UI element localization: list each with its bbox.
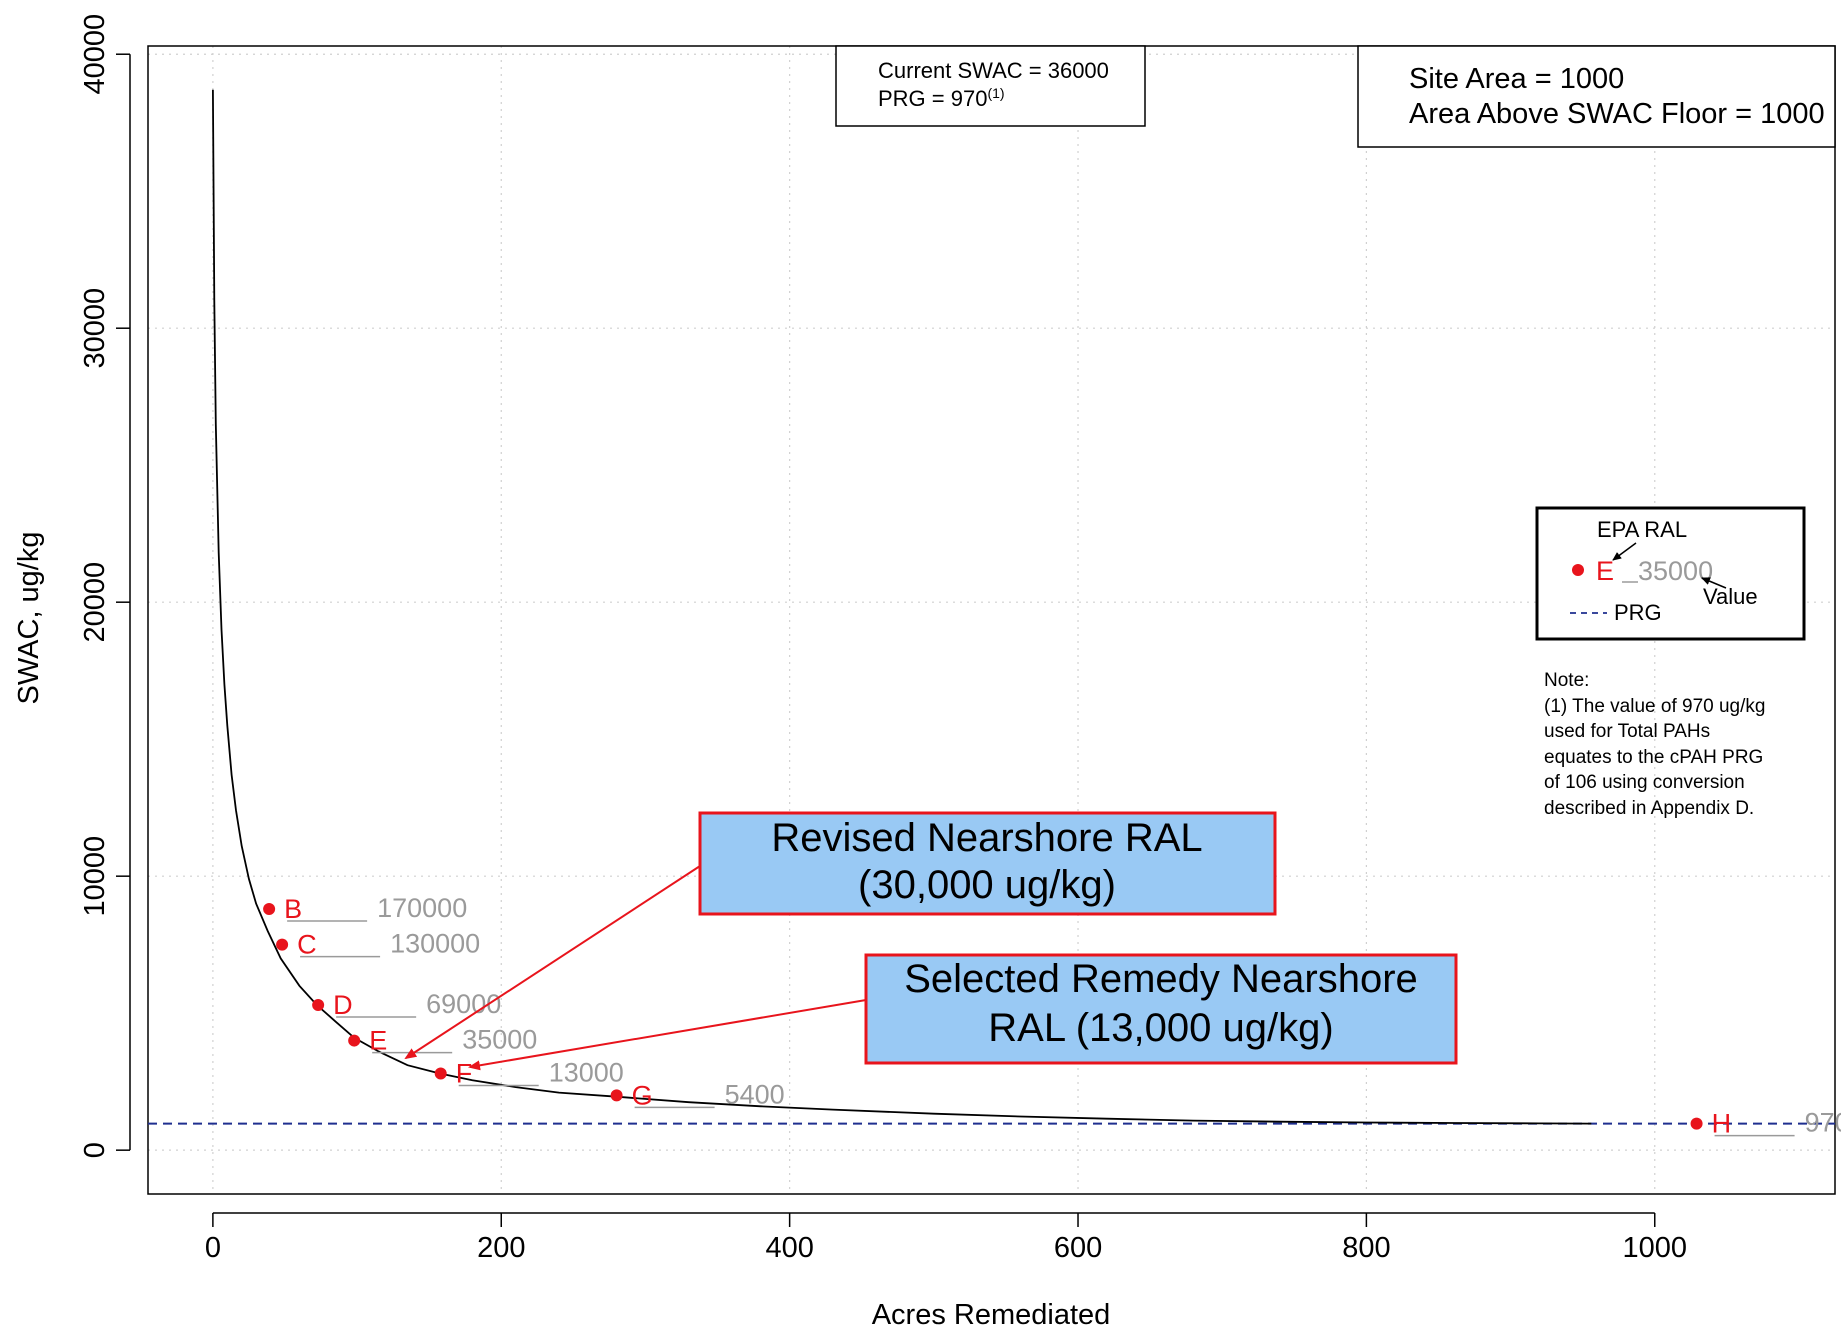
- legend-prg-label: PRG: [1614, 600, 1662, 625]
- point-value: 130000: [390, 929, 480, 959]
- legend-point-marker: [1572, 564, 1584, 576]
- note-line: equates to the cPAH PRG: [1544, 747, 1763, 768]
- note-line: of 106 using conversion: [1544, 772, 1745, 793]
- note: Note: (1) The value of 970 ug/kg used fo…: [1544, 670, 1765, 819]
- site-area-box: Site Area = 1000 Area Above SWAC Floor =…: [1357, 45, 1836, 148]
- legend-letter: E: [1596, 556, 1614, 586]
- x-tick-label: 600: [1054, 1232, 1102, 1264]
- selected-ral-callout-line2: RAL (13,000 ug/kg): [988, 1006, 1333, 1050]
- point-value: 5400: [725, 1079, 785, 1109]
- prg-value-text: PRG = 970(1): [878, 85, 1005, 111]
- point-label: G: [632, 1080, 653, 1110]
- selected-ral-arrow: [468, 999, 867, 1071]
- swac-curve: [212, 89, 1592, 1125]
- y-axis-title: SWAC, ug/kg: [13, 532, 45, 705]
- point-label: E: [369, 1026, 387, 1056]
- revised-ral-callout-box: [698, 811, 1277, 916]
- prg-footnote-mark: (1): [987, 85, 1004, 101]
- x-tick-label: 400: [765, 1232, 813, 1264]
- y-tick-label: 10000: [79, 836, 111, 917]
- revised-ral-callout-line1: Revised Nearshore RAL: [771, 816, 1202, 860]
- legend-ral-label: EPA RAL: [1597, 517, 1687, 542]
- x-axis-title: Acres Remediated: [872, 1299, 1111, 1330]
- site-area-frame: [1357, 45, 1836, 148]
- revised-ral-callout-line2: (30,000 ug/kg): [858, 863, 1116, 907]
- info-box-frame: [835, 45, 1146, 127]
- point-value: 13000: [549, 1057, 624, 1087]
- data-point-d: [312, 998, 325, 1011]
- y-tick-label: 20000: [79, 562, 111, 643]
- legend-ral-arrow: [1612, 542, 1637, 561]
- point-value: 970: [1805, 1108, 1841, 1138]
- point-label: H: [1712, 1109, 1732, 1139]
- info-box: Current SWAC = 36000 PRG = 970(1): [835, 45, 1146, 127]
- data-point-f: [434, 1067, 447, 1080]
- legend-value: 35000: [1638, 556, 1713, 586]
- data-point-e: [348, 1034, 361, 1047]
- point-label: F: [456, 1058, 473, 1088]
- data-point-b: [263, 903, 276, 916]
- curve-layer: [212, 89, 1592, 1125]
- area-above-floor-text: Area Above SWAC Floor = 1000: [1409, 98, 1825, 130]
- point-label: B: [284, 894, 302, 924]
- legend-value-arrow: [1701, 577, 1727, 589]
- point-value: 170000: [377, 893, 467, 923]
- site-area-text: Site Area = 1000: [1409, 63, 1624, 95]
- note-line: used for Total PAHs: [1544, 721, 1710, 742]
- y-tick-label: 40000: [79, 14, 111, 95]
- point-label: D: [333, 990, 353, 1020]
- x-tick-label: 1000: [1623, 1232, 1688, 1264]
- point-value: 35000: [462, 1025, 537, 1055]
- legend: EPA RAL E 35000 Value PRG: [1535, 506, 1806, 641]
- x-tick-label: 0: [205, 1232, 221, 1264]
- note-line: (1) The value of 970 ug/kg: [1544, 696, 1765, 717]
- prg-value-main: PRG = 970: [878, 86, 987, 111]
- data-point-h: [1690, 1117, 1703, 1130]
- selected-ral-callout-box: [864, 953, 1458, 1065]
- revised-ral-arrow: [404, 865, 701, 1060]
- y-tick-label: 30000: [79, 288, 111, 369]
- selected-ral-callout-line1: Selected Remedy Nearshore: [904, 957, 1418, 1001]
- x-tick-label: 200: [477, 1232, 525, 1264]
- y-tick-label: 0: [79, 1142, 111, 1158]
- x-tick-label: 800: [1342, 1232, 1390, 1264]
- legend-value-label: Value: [1703, 584, 1758, 609]
- data-point-g: [610, 1089, 623, 1102]
- note-line: described in Appendix D.: [1544, 798, 1754, 819]
- data-point-c: [276, 938, 289, 951]
- current-swac-text: Current SWAC = 36000: [878, 58, 1109, 83]
- revised-ral-callout: Revised Nearshore RAL (30,000 ug/kg): [698, 811, 1277, 916]
- selected-ral-callout: Selected Remedy Nearshore RAL (13,000 ug…: [864, 953, 1458, 1065]
- point-label: C: [297, 930, 317, 960]
- note-title: Note:: [1544, 670, 1589, 691]
